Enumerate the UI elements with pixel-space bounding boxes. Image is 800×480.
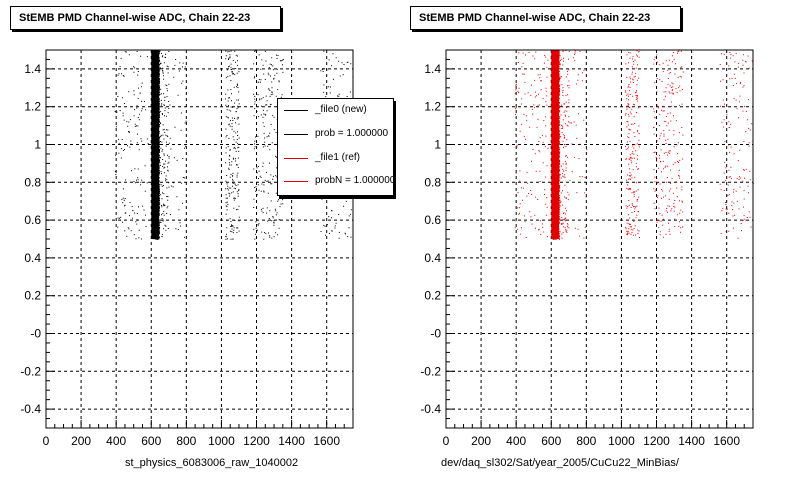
data-point (169, 59, 187, 238)
y-tick-label: 1.2 (424, 100, 441, 114)
x-tick-label: 1400 (678, 434, 705, 448)
legend-entry: probN = 1.000000 (278, 173, 394, 191)
x-tick-label: 600 (541, 434, 561, 448)
x-tick-label: 1200 (243, 434, 270, 448)
legend-swatch (284, 158, 308, 159)
y-tick-label: 0.2 (24, 289, 41, 303)
data-point (719, 52, 754, 239)
data-point (225, 50, 240, 240)
x-tick-label: 800 (576, 434, 596, 448)
x-tick-label: 1600 (713, 434, 740, 448)
data-band (625, 50, 640, 238)
legend-label: prob = 1.000000 (315, 128, 389, 139)
y-tick-label: 0.6 (24, 213, 41, 227)
y-tick-label: 0.2 (424, 289, 441, 303)
right-chart-title: StEMB PMD Channel-wise ADC, Chain 22-23 (410, 6, 681, 30)
legend-label: _file0 (new) (315, 104, 367, 115)
data-band (169, 59, 187, 238)
data-band (719, 52, 754, 239)
y-tick-label: -0.4 (420, 402, 441, 416)
x-tick-label: 1600 (313, 434, 340, 448)
x-tick-label: 400 (106, 434, 126, 448)
x-tick-label: 200 (471, 434, 491, 448)
x-tick-label: 400 (506, 434, 526, 448)
x-tick-label: 600 (141, 434, 161, 448)
y-tick-label: 0.8 (424, 175, 441, 189)
y-tick-label: 0.6 (424, 213, 441, 227)
legend: _file0 (new) prob = 1.000000 _file1 (ref… (277, 98, 394, 196)
legend-swatch (284, 134, 308, 135)
legend-entry: _file0 (new) (278, 102, 393, 120)
data-band (559, 50, 570, 239)
data-point (151, 50, 161, 240)
y-tick-label: -0.2 (20, 364, 41, 378)
x-tick-label: 1400 (278, 434, 305, 448)
legend-label: probN = 1.000000 (315, 175, 394, 186)
y-tick-label: 0.4 (424, 251, 441, 265)
legend-label: _file1 (ref) (315, 152, 361, 163)
data-point (551, 50, 561, 240)
x-tick-label: 0 (43, 434, 50, 448)
x-tick-label: 200 (71, 434, 91, 448)
plot-area (446, 50, 753, 428)
y-tick-label: -0.4 (20, 402, 41, 416)
y-tick-label: -0 (30, 327, 41, 341)
x-tick-label: 1200 (643, 434, 670, 448)
legend-swatch (284, 181, 308, 182)
x-tick-label: 0 (443, 434, 450, 448)
right-chart: 0 200 400 600 800 1000 1200 1400 1600 -0.4 -0.2 -0 0… (420, 49, 754, 448)
legend-entry: prob = 1.000000 (278, 126, 393, 144)
y-tick-label: 1.2 (24, 100, 41, 114)
data-band (225, 50, 240, 240)
y-tick-label: 0.8 (24, 175, 41, 189)
right-x-axis-label: dev/daq_sl302/Sat/year_2005/CuCu22_MinBi… (441, 457, 679, 469)
y-tick-label: -0 (430, 327, 441, 341)
legend-swatch (284, 110, 308, 111)
y-tick-label: 1.4 (424, 62, 441, 76)
y-tick-label: 1 (34, 138, 41, 152)
data-point (559, 50, 570, 239)
y-tick-label: 1 (434, 138, 441, 152)
legend-entry: _file1 (ref) (278, 150, 393, 168)
x-tick-label: 800 (176, 434, 196, 448)
x-tick-label: 1000 (608, 434, 635, 448)
y-tick-label: -0.2 (420, 364, 441, 378)
left-chart-title: StEMB PMD Channel-wise ADC, Chain 22-23 (10, 6, 281, 30)
y-tick-label: 1.4 (24, 62, 41, 76)
data-band (551, 50, 561, 240)
data-band (151, 50, 161, 240)
x-tick-label: 1000 (208, 434, 235, 448)
data-point (625, 50, 640, 238)
y-tick-label: 0.4 (24, 251, 41, 265)
left-x-axis-label: st_physics_6083006_raw_1040002 (125, 457, 299, 469)
